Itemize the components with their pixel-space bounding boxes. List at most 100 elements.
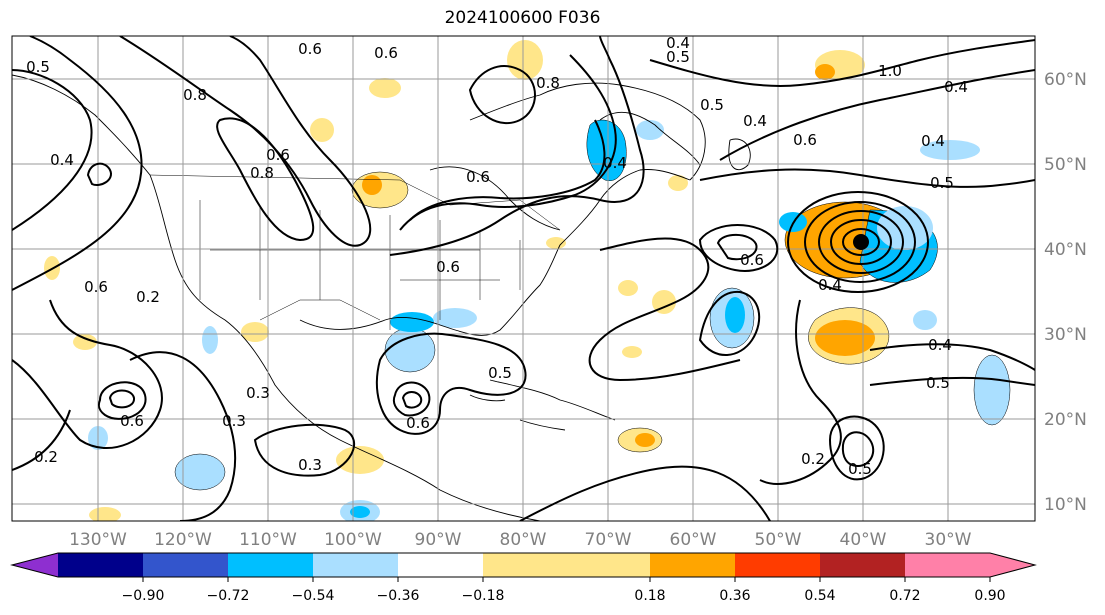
colorbar-tick-label: −0.54 — [292, 588, 335, 604]
shade-pos-mid — [362, 175, 382, 195]
border-layer — [149, 174, 561, 330]
lon-label: 40°W — [840, 530, 887, 550]
colorbar-tick-label: 0.54 — [804, 588, 835, 604]
shade-neg-weak — [433, 308, 477, 328]
coastline-pacific — [12, 74, 541, 521]
colorbar-seg — [58, 553, 143, 577]
contour-line — [129, 351, 237, 521]
colorbar-seg — [483, 553, 650, 577]
lon-axis-labels: 130°W 120°W 110°W 100°W 90°W 80°W 70°W 6… — [69, 530, 972, 550]
plot-frame — [11, 35, 1036, 522]
contour-line — [12, 36, 143, 291]
shade-pos-weak — [241, 322, 269, 342]
contour-label: 0.8 — [536, 74, 560, 92]
contour-label: 0.4 — [818, 276, 842, 294]
contour-line — [12, 299, 163, 450]
contour-line — [253, 423, 356, 477]
lon-label: 60°W — [670, 530, 717, 550]
contour-line — [12, 409, 771, 521]
contour-line — [649, 39, 1035, 87]
lon-label: 30°W — [925, 530, 972, 550]
shade-pos-weak — [507, 40, 543, 80]
contour-line — [376, 332, 527, 435]
contour-label: 0.6 — [436, 258, 460, 276]
colorbar-seg — [228, 553, 313, 577]
contour-line — [588, 237, 741, 382]
colorbar-tick-label: −0.90 — [122, 588, 165, 604]
contour-line — [698, 290, 761, 356]
contour-label: 0.2 — [801, 450, 825, 468]
contour-label: 0.6 — [406, 414, 430, 432]
contour-label: 0.3 — [298, 456, 322, 474]
shade-neg-weak — [973, 354, 1011, 426]
shade-neg-weak — [636, 120, 664, 140]
lat-label: 20°N — [1044, 410, 1087, 430]
shade-neg-weak — [913, 310, 937, 330]
state-borders — [199, 200, 521, 330]
storm-center — [853, 234, 869, 250]
lat-label: 30°N — [1044, 325, 1087, 345]
shade-neg-mid — [725, 297, 745, 333]
contour-label: 0.4 — [921, 132, 945, 150]
lat-label: 10°N — [1044, 495, 1087, 515]
contour-line — [716, 233, 758, 261]
contour-line — [97, 381, 147, 420]
shade-neg-mid — [350, 506, 370, 518]
lon-label: 120°W — [154, 530, 212, 550]
contour-label: 0.5 — [666, 48, 690, 66]
gridlines — [12, 36, 1035, 521]
contour-line — [830, 219, 892, 265]
border-us-canada — [149, 174, 561, 231]
contour-label: 0.6 — [298, 40, 322, 58]
lon-label: 70°W — [585, 530, 632, 550]
shade-neg-weak — [174, 453, 226, 491]
colorbar-ticks — [142, 577, 991, 582]
contour-labels: 0.5 0.6 0.6 0.8 0.4 0.5 0.8 1.0 0.5 0.4 … — [26, 36, 968, 478]
contour-line — [12, 69, 93, 231]
contour-line — [719, 69, 1035, 161]
contour-layer — [12, 36, 1035, 521]
colorbar: −0.90 −0.72 −0.54 −0.36 −0.18 0.18 0.36 … — [10, 552, 1037, 604]
contour-line — [828, 415, 885, 481]
contour-line — [216, 117, 315, 242]
lat-label: 40°N — [1044, 240, 1087, 260]
contour-label: 0.4 — [603, 154, 627, 172]
colorbar-tick-label: 0.36 — [719, 588, 750, 604]
contour-label: 0.6 — [466, 168, 490, 186]
lon-label: 80°W — [500, 530, 547, 550]
contour-label: 0.4 — [928, 336, 952, 354]
coastline-caribbean — [469, 379, 616, 431]
contour-label: 0.6 — [374, 44, 398, 62]
shade-pos-weak — [310, 118, 334, 142]
colorbar-tick-label: 0.72 — [889, 588, 920, 604]
contour-label: 0.6 — [793, 131, 817, 149]
shade-pos-weak — [618, 280, 638, 296]
map-title: 2024100600 F036 — [444, 8, 601, 28]
contour-line — [804, 201, 916, 283]
lon-label: 110°W — [239, 530, 297, 550]
colorbar-seg — [143, 553, 228, 577]
shade-pos-mid — [635, 433, 655, 447]
contour-label: 0.5 — [26, 58, 50, 76]
contour-line — [409, 119, 606, 221]
contour-label: 0.6 — [120, 412, 144, 430]
contour-line — [399, 54, 617, 231]
shade-pos-weak — [369, 78, 401, 98]
colorbar-seg — [990, 553, 1035, 577]
shade-neg-weak — [920, 140, 980, 160]
lon-label: 50°W — [755, 530, 802, 550]
colorbar-seg — [398, 553, 483, 577]
lat-axis-labels: 60°N 50°N 40°N 30°N 20°N 10°N — [1044, 70, 1087, 515]
contour-line — [759, 299, 842, 485]
colorbar-seg — [905, 553, 990, 577]
contour-line — [389, 36, 645, 256]
colorbar-tick-label: −0.72 — [207, 588, 250, 604]
contour-line — [468, 65, 536, 125]
colorbar-outline — [10, 552, 1037, 578]
contour-label: 0.5 — [488, 364, 512, 382]
colorbar-seg — [735, 553, 820, 577]
coastline-labrador — [599, 111, 751, 170]
contour-label: 0.5 — [848, 460, 872, 478]
shade-pos-weak — [546, 237, 566, 249]
colorbar-seg — [313, 553, 398, 577]
